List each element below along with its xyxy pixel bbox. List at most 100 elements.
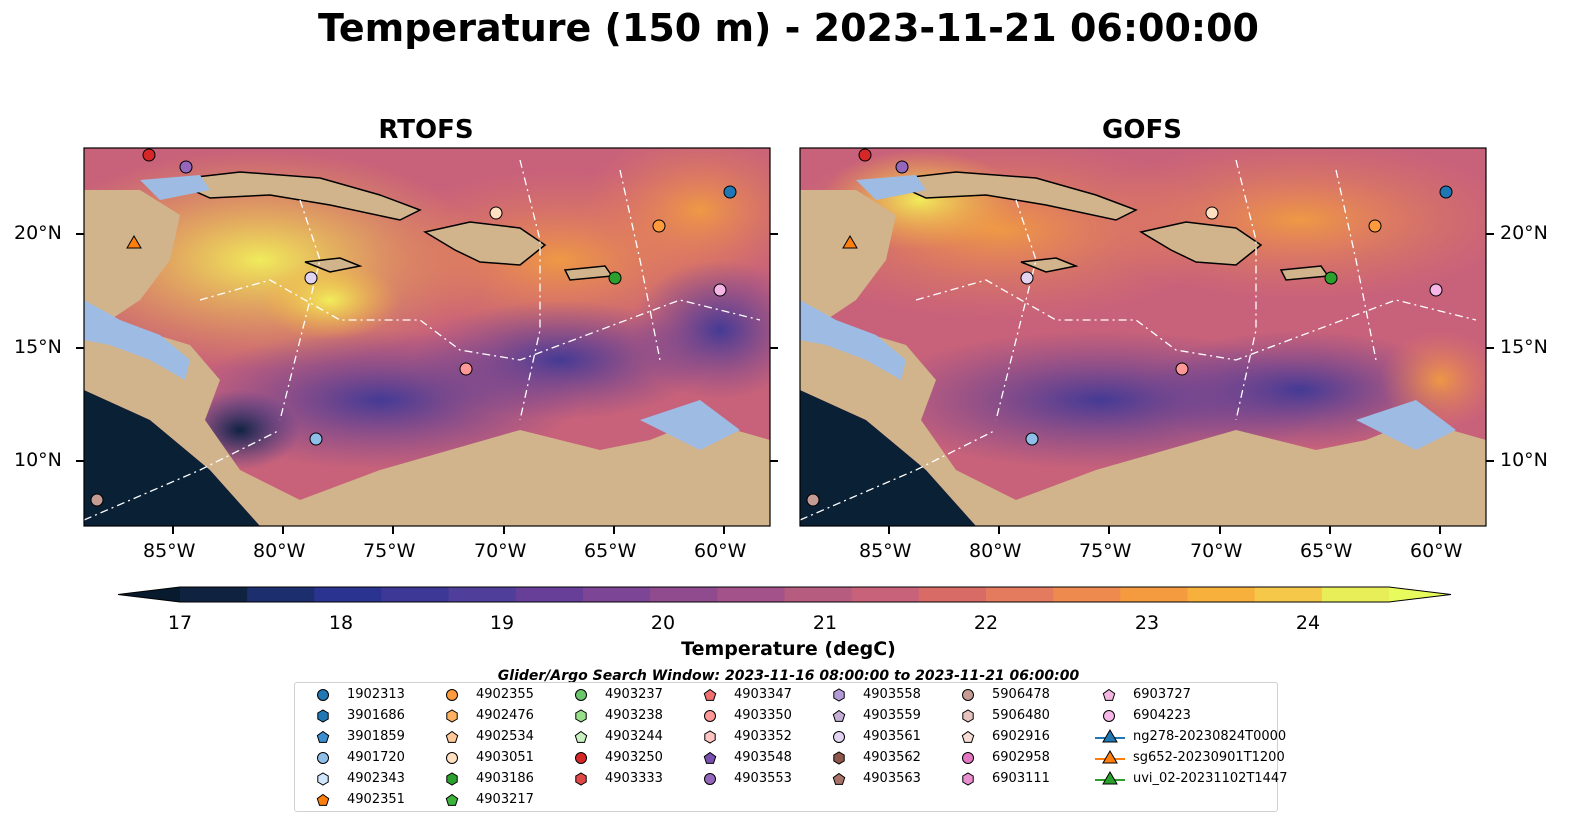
legend-marker-icon [317, 689, 329, 701]
colorbar [117, 586, 1452, 603]
legend-item: 3901859 [305, 728, 465, 746]
legend-label: 4903237 [605, 687, 663, 702]
colorbar-segment [784, 587, 853, 602]
legend: 1902313 3901686 3901859 4901720 4902343 49023… [294, 682, 1287, 812]
legend-label: 4903561 [863, 729, 921, 744]
lon-label-75w-left: 75°W [363, 540, 416, 562]
legend-item: 5906480 [950, 707, 1110, 725]
legend-item: ng278-20230824T0000 [1091, 728, 1286, 746]
legend-label: 6902958 [992, 750, 1050, 765]
legend-label: 5906478 [992, 687, 1050, 702]
legend-item: uvi_02-20231102T1447 [1091, 770, 1287, 788]
legend-item: 1902313 [305, 686, 465, 704]
legend-item: 4903352 [692, 728, 852, 746]
legend-marker-icon [833, 731, 845, 743]
lat-label-15n-left: 15°N [14, 336, 62, 358]
colorbar-segment [314, 587, 382, 602]
colorbar-segment [1053, 587, 1121, 602]
lat-label-10n-left: 10°N [14, 449, 62, 471]
legend-label: 4903244 [605, 729, 663, 744]
legend-label: 6902916 [992, 729, 1050, 744]
lon-label-60w-right: 60°W [1410, 540, 1463, 562]
legend-item: 4903548 [692, 749, 852, 767]
legend-label: 4903350 [734, 708, 792, 723]
legend-marker-icon [962, 772, 974, 786]
lon-label-75w-right: 75°W [1079, 540, 1132, 562]
legend-marker-icon [574, 730, 588, 743]
legend-marker-icon [575, 772, 587, 786]
legend-item: 4903563 [821, 770, 981, 788]
legend-label: 6903111 [992, 771, 1050, 786]
colorbar-segment [851, 587, 920, 602]
rtofs-map [84, 148, 770, 526]
legend-item: 4903347 [692, 686, 852, 704]
colorbar-segment [717, 587, 785, 602]
legend-marker-icon [703, 751, 717, 764]
lon-label-80w-right: 80°W [969, 540, 1022, 562]
legend-item: 4903558 [821, 686, 981, 704]
legend-marker-icon [1103, 710, 1115, 722]
legend-item: 4903562 [821, 749, 981, 767]
legend-marker-icon [446, 709, 458, 723]
legend-label: 4903238 [605, 708, 663, 723]
panel-title-gofs: GOFS [1102, 115, 1182, 145]
legend-label: uvi_02-20231102T1447 [1133, 771, 1288, 786]
legend-marker-icon [704, 773, 716, 785]
legend-label: 4903563 [863, 771, 921, 786]
axis-ticks [76, 233, 1494, 534]
legend-item: 4903244 [563, 728, 723, 746]
legend-item: 4903237 [563, 686, 723, 704]
legend-item: 6903727 [1091, 686, 1251, 704]
legend-marker-icon [832, 709, 846, 722]
legend-label: 3901686 [347, 708, 405, 723]
legend-marker-icon [316, 730, 330, 743]
legend-item: 4903238 [563, 707, 723, 725]
legend-label: 4903562 [863, 750, 921, 765]
lon-label-85w-right: 85°W [859, 540, 912, 562]
legend-marker-icon [1095, 729, 1125, 743]
lon-label-70w-right: 70°W [1190, 540, 1243, 562]
legend-marker-icon [575, 752, 587, 764]
legend-marker-icon [575, 709, 587, 723]
colorbar-segment [515, 587, 584, 602]
colorbar-segment [918, 587, 987, 602]
legend-item: 6903111 [950, 770, 1110, 788]
lon-label-65w-left: 65°W [584, 540, 637, 562]
legend-label: 4903333 [605, 771, 663, 786]
colorbar-segment [1321, 587, 1390, 602]
lat-label-20n-left: 20°N [14, 222, 62, 244]
colorbar-segment [1120, 587, 1188, 602]
colorbar-tick-20: 20 [650, 612, 676, 634]
legend-item: 4902351 [305, 791, 465, 809]
colorbar-segment [650, 587, 718, 602]
legend-label: 4903553 [734, 771, 792, 786]
legend-item: 6902958 [950, 749, 1110, 767]
colorbar-tick-23: 23 [1134, 612, 1160, 634]
legend-marker-icon [317, 772, 329, 786]
legend-item: 4903250 [563, 749, 723, 767]
legend-marker-icon [704, 730, 716, 744]
legend-marker-icon [445, 793, 459, 806]
legend-label: 4901720 [347, 750, 405, 765]
legend-marker-icon [446, 752, 458, 764]
lon-label-60w-left: 60°W [694, 540, 747, 562]
colorbar-tick-21: 21 [812, 612, 838, 634]
legend-marker-icon [704, 710, 716, 722]
legend-marker-icon [832, 772, 846, 785]
colorbar-under-extend [118, 587, 180, 602]
legend-marker-icon [1102, 688, 1116, 701]
legend-marker-icon [833, 751, 845, 765]
legend-label: 6903727 [1133, 687, 1191, 702]
legend-marker-icon [317, 752, 329, 764]
legend-item: 4902534 [434, 728, 594, 746]
legend-item: 4903051 [434, 749, 594, 767]
legend-marker-icon [445, 730, 459, 743]
panel-title-rtofs: RTOFS [378, 115, 474, 145]
figure-title: Temperature (150 m) - 2023-11-21 06:00:0… [317, 6, 1259, 50]
lon-label-85w-left: 85°W [143, 540, 196, 562]
legend-label: 4902343 [347, 771, 405, 786]
legend-label: 4903352 [734, 729, 792, 744]
legend-label: 4903250 [605, 750, 663, 765]
legend-label: 4903559 [863, 708, 921, 723]
gofs-map [800, 148, 1486, 526]
